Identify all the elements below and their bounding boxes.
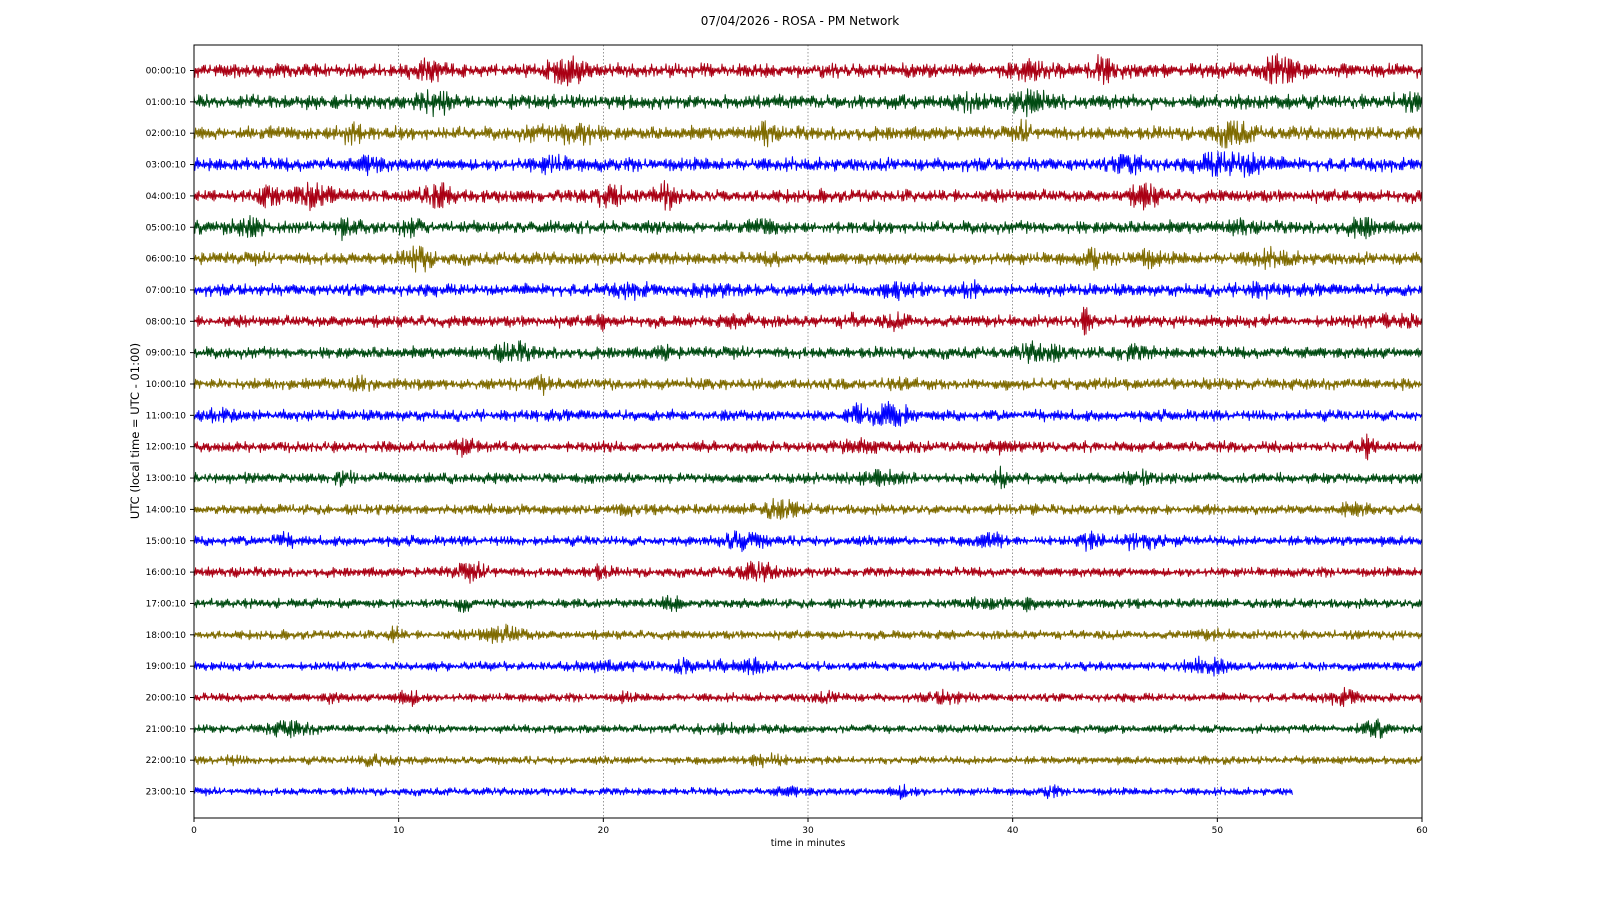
trace-line <box>193 118 1423 149</box>
y-tick-label: 11:00:10 <box>146 411 187 421</box>
y-tick-label: 13:00:10 <box>146 474 187 484</box>
y-tick-label: 00:00:10 <box>146 67 187 77</box>
trace-line <box>193 497 1423 520</box>
trace-line <box>193 88 1423 118</box>
y-tick-label: 17:00:10 <box>146 599 187 609</box>
x-tick-label: 10 <box>393 826 405 836</box>
trace-line <box>193 53 1423 87</box>
trace-line <box>193 686 1423 708</box>
trace-line <box>193 215 1423 242</box>
trace-line <box>193 400 1423 427</box>
y-tick-label: 02:00:10 <box>146 129 187 139</box>
trace-line <box>193 752 1423 769</box>
y-tick-label: 05:00:10 <box>146 223 187 233</box>
trace-line <box>193 151 1423 178</box>
y-tick-label: 10:00:10 <box>146 380 187 390</box>
y-tick-label: 19:00:10 <box>146 662 187 672</box>
y-tick-label: 22:00:10 <box>146 756 187 766</box>
y-tick-label: 18:00:10 <box>146 631 187 641</box>
trace-line <box>193 340 1423 364</box>
y-tick-label: 12:00:10 <box>146 443 187 453</box>
y-axis: 00:00:10 01:00:10 02:00:10 03:00:10 04:00:10… <box>146 67 194 798</box>
x-tick-label: 0 <box>191 826 197 836</box>
trace-line <box>193 306 1423 336</box>
grid-lines <box>398 45 1218 818</box>
y-tick-label: 21:00:10 <box>146 725 187 735</box>
x-tick-label: 40 <box>1007 826 1019 836</box>
x-axis: 0 10 20 30 40 50 60 <box>191 818 1428 836</box>
x-tick-label: 60 <box>1416 826 1428 836</box>
y-tick-label: 08:00:10 <box>146 317 187 327</box>
y-tick-label: 16:00:10 <box>146 568 187 578</box>
trace-line <box>193 373 1423 396</box>
y-axis-label: UTC (local time = UTC - 01:00) <box>128 343 142 519</box>
y-tick-label: 01:00:10 <box>146 98 187 108</box>
y-tick-label: 06:00:10 <box>146 255 187 265</box>
y-tick-label: 09:00:10 <box>146 349 187 359</box>
y-tick-label: 15:00:10 <box>146 537 187 547</box>
trace-line <box>193 594 1423 613</box>
traces <box>193 53 1423 800</box>
trace-line <box>193 245 1423 273</box>
x-tick-label: 50 <box>1212 826 1224 836</box>
trace-line <box>193 465 1423 490</box>
trace-line <box>193 783 1293 800</box>
x-tick-label: 20 <box>598 826 610 836</box>
trace-line <box>193 180 1423 212</box>
trace-line <box>193 279 1423 302</box>
y-tick-label: 04:00:10 <box>146 192 187 202</box>
x-axis-label: time in minutes <box>771 838 846 849</box>
y-tick-label: 20:00:10 <box>146 694 187 704</box>
y-tick-label: 07:00:10 <box>146 286 187 296</box>
trace-line <box>193 560 1423 584</box>
chart-title: 07/04/2026 - ROSA - PM Network <box>701 14 899 28</box>
trace-line <box>193 655 1423 677</box>
x-tick-label: 30 <box>802 826 814 836</box>
trace-line <box>193 433 1423 461</box>
trace-line <box>193 718 1423 739</box>
y-tick-label: 14:00:10 <box>146 505 187 515</box>
trace-line <box>193 530 1423 553</box>
y-tick-label: 23:00:10 <box>146 788 187 798</box>
y-tick-label: 03:00:10 <box>146 161 187 171</box>
trace-line <box>193 623 1423 644</box>
